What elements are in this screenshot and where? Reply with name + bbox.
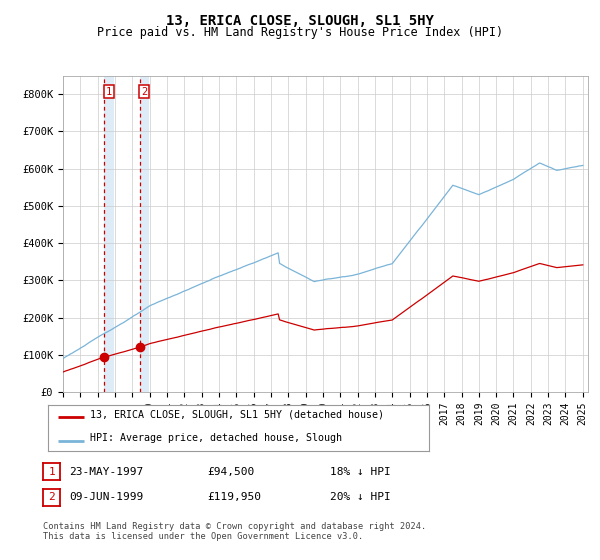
Text: £94,500: £94,500	[207, 466, 254, 477]
Text: 2: 2	[48, 492, 55, 502]
Text: 09-JUN-1999: 09-JUN-1999	[69, 492, 143, 502]
Text: 13, ERICA CLOSE, SLOUGH, SL1 5HY: 13, ERICA CLOSE, SLOUGH, SL1 5HY	[166, 14, 434, 28]
Text: 18% ↓ HPI: 18% ↓ HPI	[330, 466, 391, 477]
Text: 23-MAY-1997: 23-MAY-1997	[69, 466, 143, 477]
Bar	[104, 76, 114, 392]
Text: 2: 2	[142, 87, 148, 96]
Text: Price paid vs. HM Land Registry's House Price Index (HPI): Price paid vs. HM Land Registry's House …	[97, 26, 503, 39]
Text: £119,950: £119,950	[207, 492, 261, 502]
Text: 1: 1	[106, 87, 112, 96]
Text: HPI: Average price, detached house, Slough: HPI: Average price, detached house, Slou…	[90, 432, 342, 442]
Text: 20% ↓ HPI: 20% ↓ HPI	[330, 492, 391, 502]
Bar	[140, 76, 149, 392]
Text: 13, ERICA CLOSE, SLOUGH, SL1 5HY (detached house): 13, ERICA CLOSE, SLOUGH, SL1 5HY (detach…	[90, 409, 384, 419]
Text: 1: 1	[48, 466, 55, 477]
Text: Contains HM Land Registry data © Crown copyright and database right 2024.
This d: Contains HM Land Registry data © Crown c…	[43, 522, 427, 542]
